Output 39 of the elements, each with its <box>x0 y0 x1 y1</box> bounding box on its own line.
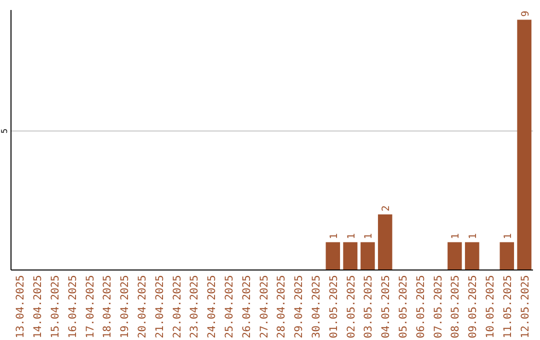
x-tick-label: 11.05.2025 <box>502 275 514 338</box>
x-tick-label: 12.05.2025 <box>519 275 532 338</box>
x-tick-label: 07.05.2025 <box>432 275 444 338</box>
data-label: 2 <box>381 205 392 212</box>
x-tick-label: 08.05.2025 <box>450 275 462 338</box>
x-tick-label: 16.04.2025 <box>66 275 79 338</box>
data-label: 1 <box>364 233 375 240</box>
x-tick-label: 21.04.2025 <box>154 275 166 338</box>
x-tick-label: 30.04.2025 <box>310 275 322 338</box>
x-tick-label: 23.04.2025 <box>188 275 201 338</box>
data-label: 1 <box>346 233 358 240</box>
x-tick-label: 05.05.2025 <box>398 275 410 338</box>
x-tick-label: 13.04.2025 <box>14 275 27 338</box>
x-tick-label: 01.05.2025 <box>328 275 340 338</box>
x-tick-label: 19.04.2025 <box>119 275 132 338</box>
data-label: 1 <box>450 233 462 240</box>
x-tick-label: 10.05.2025 <box>484 275 496 338</box>
x-tick-label: 27.04.2025 <box>258 275 270 338</box>
x-tick-label: 02.05.2025 <box>345 275 358 338</box>
data-label: 9 <box>520 10 532 17</box>
data-label: 1 <box>328 233 340 240</box>
x-tick-label: 20.04.2025 <box>136 275 148 338</box>
x-tick-label: 22.04.2025 <box>171 275 184 338</box>
y-tick-label: 5 <box>0 128 9 134</box>
x-tick-label: 25.04.2025 <box>224 275 236 338</box>
x-tick-label: 14.04.2025 <box>32 275 44 338</box>
x-tick-label: 26.04.2025 <box>240 275 253 338</box>
x-tick-label: 15.04.2025 <box>50 275 62 338</box>
data-label: 1 <box>468 233 480 240</box>
data-label: 1 <box>502 233 514 240</box>
x-tick-label: 09.05.2025 <box>467 275 480 338</box>
x-tick-label: 24.04.2025 <box>206 275 218 338</box>
x-tick-label: 03.05.2025 <box>362 275 375 338</box>
x-tick-label: 04.05.2025 <box>380 275 392 338</box>
x-tick-label: 17.04.2025 <box>84 275 96 338</box>
x-tick-label: 29.04.2025 <box>293 275 306 338</box>
x-tick-label: 18.04.2025 <box>102 275 114 338</box>
x-tick-label: 28.04.2025 <box>276 275 288 338</box>
x-tick-label: 06.05.2025 <box>414 275 427 338</box>
